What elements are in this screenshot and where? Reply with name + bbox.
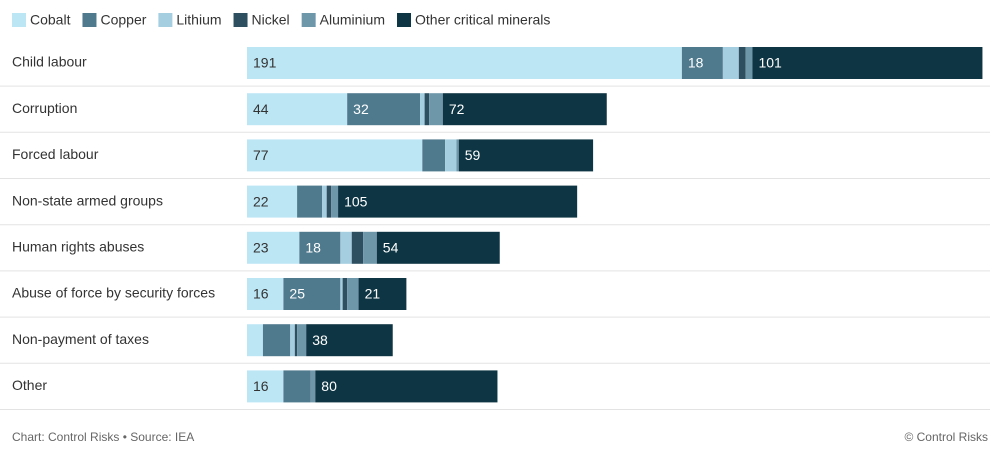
category-label: Other — [12, 377, 47, 393]
value-label: 105 — [344, 193, 368, 209]
bar-segment — [358, 278, 407, 310]
value-label: 77 — [253, 147, 269, 163]
bar-segment — [458, 139, 594, 172]
category-label: Abuse of force by security forces — [12, 285, 215, 301]
bar-segment — [315, 370, 498, 403]
bar-segment — [424, 93, 430, 126]
legend-label: Other critical minerals — [415, 12, 550, 28]
legend-label: Copper — [100, 12, 146, 28]
legend-swatch — [12, 13, 26, 27]
legend-label: Cobalt — [30, 12, 71, 28]
bar-segment — [340, 278, 343, 310]
category-label: Corruption — [12, 100, 77, 116]
bar-segment — [306, 324, 393, 357]
value-label: 16 — [253, 378, 269, 394]
bar-segment — [738, 47, 746, 79]
value-label: 25 — [289, 286, 305, 302]
bar-segment — [297, 185, 323, 218]
bar-segment — [445, 139, 457, 172]
value-label: 32 — [353, 101, 369, 117]
bar-segment — [752, 47, 983, 79]
bar-segment — [322, 185, 327, 218]
bar-segment — [422, 139, 446, 172]
bar-segment — [294, 324, 298, 357]
bar-segment — [283, 278, 341, 310]
bar-segment — [722, 47, 739, 79]
category-label: Human rights abuses — [12, 239, 144, 255]
bar-segment — [681, 47, 723, 79]
value-label: 54 — [383, 240, 399, 256]
value-label: 18 — [688, 55, 704, 71]
value-label: 101 — [758, 55, 782, 71]
value-label: 80 — [321, 378, 337, 394]
source-note: Chart: Control Risks • Source: IEA — [12, 430, 194, 444]
bar-segment — [299, 231, 341, 264]
bar-segment — [442, 93, 607, 126]
value-label: 191 — [253, 55, 277, 71]
credit: © Control Risks — [904, 430, 988, 444]
bar-segment — [745, 47, 753, 79]
bar-segment — [247, 231, 300, 264]
legend-swatch — [82, 13, 97, 27]
bar-segment — [456, 139, 459, 172]
value-label: 59 — [465, 147, 481, 163]
bar-segment — [283, 370, 311, 403]
bar-segment — [247, 185, 298, 218]
bar-segment — [262, 324, 291, 357]
category-label: Forced labour — [12, 146, 99, 162]
bar-segment — [247, 47, 682, 79]
bar-segment — [363, 231, 377, 264]
legend-swatch — [301, 13, 316, 27]
bar-segment — [351, 231, 364, 264]
legend-label: Nickel — [252, 12, 290, 28]
value-label: 38 — [312, 332, 328, 348]
bar-segment — [340, 231, 352, 264]
legend-swatch — [158, 13, 173, 27]
legend-swatch — [397, 13, 412, 27]
bar-segment — [247, 278, 284, 310]
bar-segment — [376, 231, 500, 264]
bar-segment — [247, 324, 263, 357]
value-label: 44 — [253, 101, 269, 117]
bar-segment — [247, 139, 423, 172]
category-label: Non-payment of taxes — [12, 331, 149, 347]
bar-segment — [247, 93, 348, 126]
legend-swatch — [233, 13, 248, 27]
bar-segment — [338, 185, 578, 218]
legend-label: Lithium — [176, 12, 221, 28]
category-label: Non-state armed groups — [12, 192, 163, 208]
value-label: 72 — [449, 101, 465, 117]
bar-segment — [290, 324, 295, 357]
value-label: 22 — [253, 193, 269, 209]
bar-segment — [247, 370, 284, 403]
bar-segment — [310, 370, 316, 403]
bar-segment — [297, 324, 307, 357]
bar-segment — [429, 93, 443, 126]
legend-label: Aluminium — [320, 12, 385, 28]
category-label: Child labour — [12, 54, 87, 70]
bar-segment — [347, 93, 421, 126]
value-label: 16 — [253, 286, 269, 302]
bar-segment — [420, 93, 425, 126]
bar-segment — [347, 278, 359, 310]
bar-segment — [342, 278, 348, 310]
value-label: 23 — [253, 240, 269, 256]
value-label: 18 — [305, 240, 321, 256]
bar-segment — [326, 185, 332, 218]
value-label: 21 — [365, 286, 381, 302]
bar-segment — [331, 185, 339, 218]
